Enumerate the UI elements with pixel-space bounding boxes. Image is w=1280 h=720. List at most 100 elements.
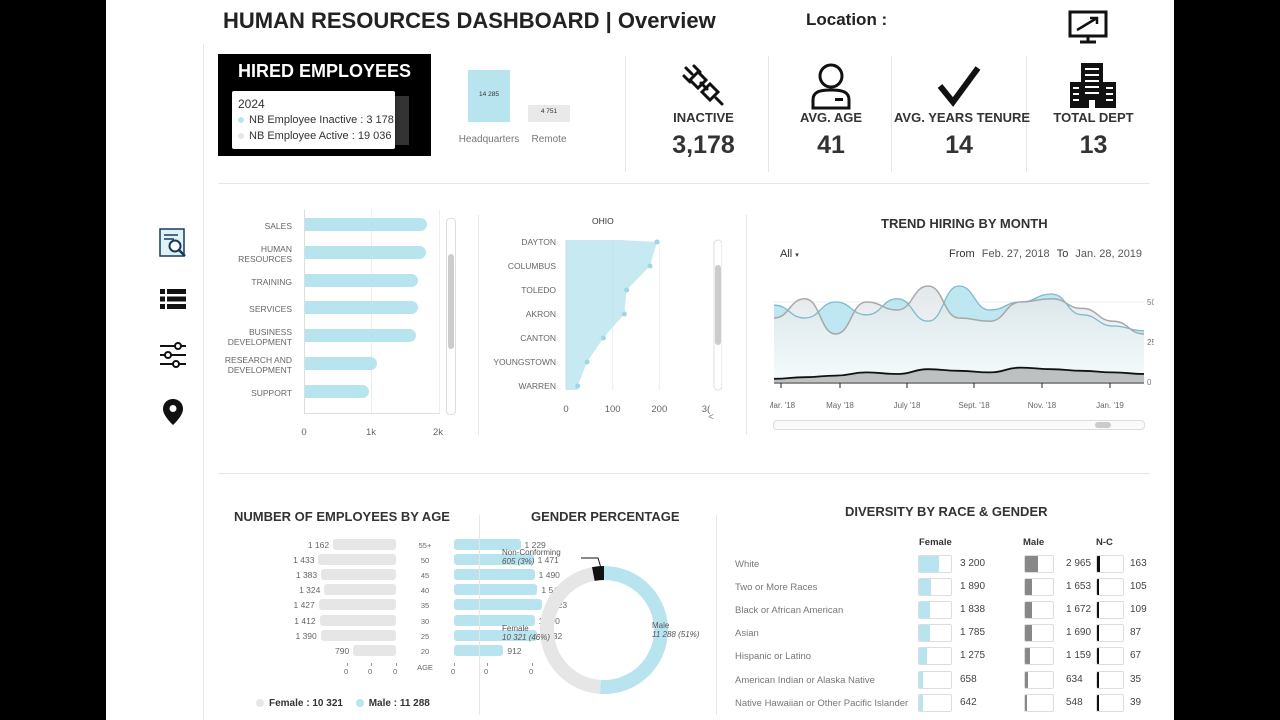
female-cell[interactable]: [918, 647, 952, 666]
dept-bar[interactable]: [305, 273, 419, 287]
nc-cell-fill: [1097, 579, 1099, 596]
nc-cell-fill: [1097, 648, 1099, 665]
female-segment[interactable]: [540, 567, 602, 694]
location-pin-icon[interactable]: [162, 398, 184, 426]
list-icon[interactable]: [160, 288, 186, 310]
section-divider: [218, 473, 1150, 474]
female-cell-fill: [919, 671, 924, 688]
male-segment[interactable]: [599, 566, 668, 694]
ohio-city-label: COLUMBUS: [508, 261, 557, 271]
trend-scrollbar[interactable]: [773, 420, 1145, 430]
female-age-bar[interactable]: [353, 644, 396, 656]
male-age-bar[interactable]: [454, 539, 521, 550]
dept-bar[interactable]: [305, 218, 427, 231]
male-cell-fill: [1025, 694, 1028, 711]
female-age-bar[interactable]: [333, 539, 396, 550]
female-cell[interactable]: [918, 624, 952, 643]
legend-female-text: Female : 10 321: [269, 698, 343, 709]
trend-line-c[interactable]: [773, 366, 1145, 380]
age-group-label: 40: [420, 586, 430, 596]
race-label: Asian: [735, 628, 759, 640]
dept-chart: SALES HUMAN RESOURCES TRAINING SERVICES BUSIN…: [218, 210, 476, 445]
female-age-bar[interactable]: [320, 629, 396, 641]
nc-cell[interactable]: [1096, 670, 1124, 689]
to-date[interactable]: Jan. 28, 2019: [1075, 248, 1143, 260]
female-age-bar[interactable]: [318, 554, 396, 566]
dept-bar[interactable]: [305, 245, 426, 259]
female-cell[interactable]: [918, 555, 952, 573]
female-cell[interactable]: [918, 693, 952, 712]
trend-line-b[interactable]: [773, 285, 1145, 335]
ohio-point[interactable]: [621, 311, 627, 317]
female-age-value: 1 162: [307, 540, 330, 550]
male-cell-fill: [1025, 602, 1033, 619]
dept-category-label: SERVICES: [249, 304, 292, 315]
sidebar-divider: [203, 44, 204, 720]
female-age-bar[interactable]: [318, 599, 396, 611]
ohio-point[interactable]: [647, 263, 653, 269]
male-cell[interactable]: [1024, 670, 1054, 689]
female-age-bar[interactable]: [319, 614, 396, 626]
nc-cell[interactable]: [1096, 624, 1124, 643]
male-age-bar[interactable]: [454, 629, 537, 641]
male-cell[interactable]: [1024, 647, 1054, 666]
trend-x-label: July '18: [894, 401, 921, 410]
ohio-back-button[interactable]: <: [708, 412, 714, 423]
dept-bar[interactable]: [305, 329, 416, 343]
user-icon: [771, 62, 891, 110]
female-cell[interactable]: [918, 601, 952, 620]
filters-icon[interactable]: [159, 341, 187, 369]
male-cell[interactable]: [1024, 578, 1054, 597]
tooltip-inactive-text: NB Employee Inactive : 3 178: [249, 114, 394, 126]
male-cell[interactable]: [1024, 693, 1054, 712]
ohio-point[interactable]: [600, 335, 606, 341]
ohio-point[interactable]: [584, 359, 590, 365]
nc-leader-line: [581, 557, 602, 569]
female-cell[interactable]: [918, 578, 952, 597]
nc-cell[interactable]: [1096, 578, 1124, 597]
dept-x-tick: 0: [301, 427, 307, 438]
ohio-scroll-thumb[interactable]: [715, 265, 721, 345]
nc-cell[interactable]: [1096, 693, 1124, 712]
male-cell[interactable]: [1024, 555, 1054, 573]
female-age-value: 1 412: [294, 615, 316, 626]
location-bar[interactable]: 14 285: [468, 70, 510, 122]
male-age-bar[interactable]: [454, 599, 542, 611]
male-value: 11 288 (51%): [652, 630, 700, 639]
male-cell[interactable]: [1024, 624, 1054, 643]
location-bar[interactable]: 4 751: [528, 104, 570, 122]
male-age-bar[interactable]: [454, 584, 538, 596]
female-cell[interactable]: [918, 670, 952, 689]
male-age-bar[interactable]: [454, 614, 535, 626]
trend-scroll-thumb[interactable]: [1095, 422, 1111, 428]
female-cell-fill: [919, 579, 931, 596]
kpi-inactive-label: INACTIVE: [673, 110, 734, 125]
ohio-point[interactable]: [624, 287, 630, 293]
female-age-bar[interactable]: [324, 584, 396, 596]
female-age-value: 1 433: [293, 555, 315, 566]
male-cell[interactable]: [1024, 601, 1054, 620]
female-count: 3 200: [960, 558, 986, 569]
trend-line-a[interactable]: [773, 285, 1145, 332]
dept-bar[interactable]: [305, 357, 378, 370]
kpi-divider: [1026, 56, 1027, 172]
ohio-point[interactable]: [654, 239, 660, 245]
nc-cell[interactable]: [1096, 647, 1124, 666]
from-date[interactable]: Feb. 27, 2018: [981, 248, 1050, 260]
report-search-icon[interactable]: [158, 228, 188, 258]
trend-filter[interactable]: All ▾: [780, 248, 799, 260]
male-age-bar[interactable]: [454, 554, 534, 566]
dept-scrollbar[interactable]: [446, 218, 456, 415]
male-age-value: 1 490: [538, 570, 560, 581]
dept-scroll-thumb[interactable]: [448, 254, 454, 349]
female-age-bar[interactable]: [321, 569, 396, 581]
nc-cell[interactable]: [1096, 601, 1124, 620]
monitor-icon[interactable]: [1068, 10, 1108, 44]
nc-cell[interactable]: [1096, 555, 1124, 573]
dept-bar[interactable]: [305, 301, 418, 315]
ohio-point[interactable]: [575, 383, 581, 389]
dept-bar[interactable]: [305, 384, 370, 398]
male-age-bar[interactable]: [454, 569, 535, 581]
non-conforming-segment[interactable]: [592, 566, 605, 581]
male-age-bar[interactable]: [454, 644, 504, 656]
